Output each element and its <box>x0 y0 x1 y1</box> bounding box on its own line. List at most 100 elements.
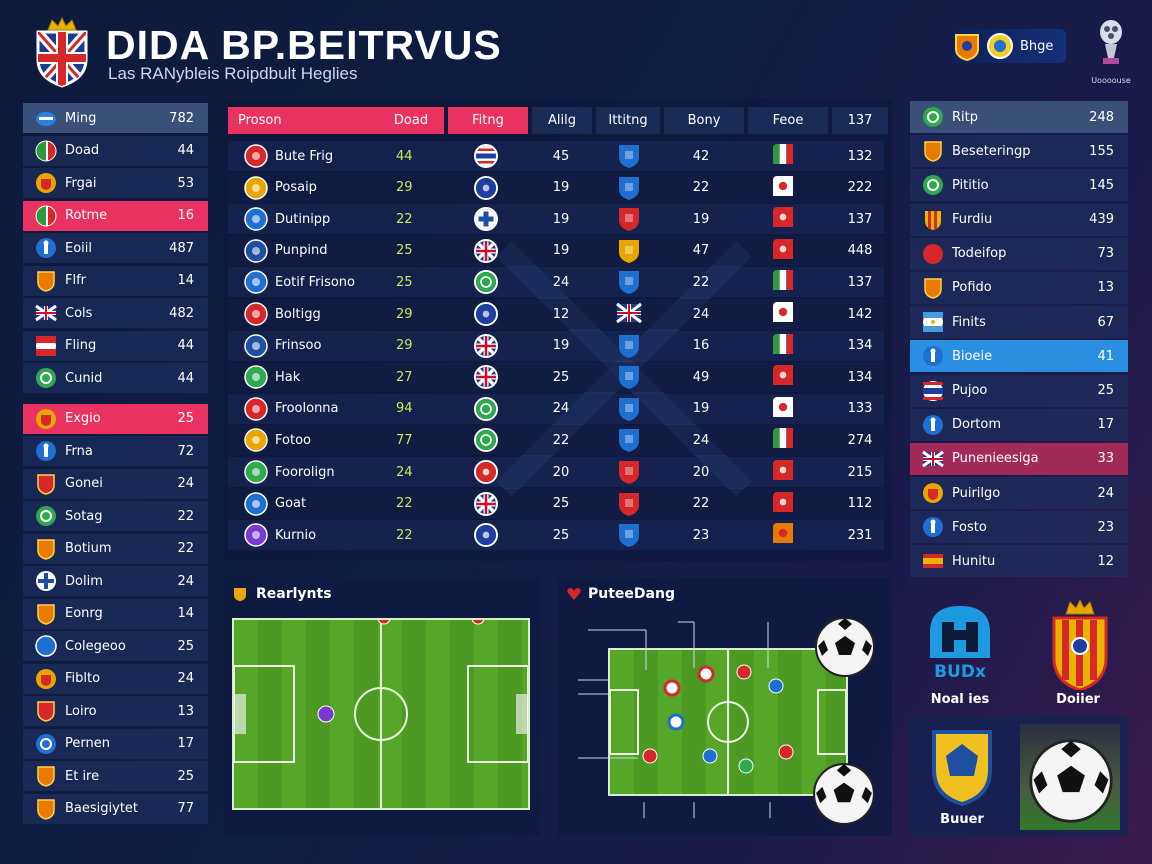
table-row[interactable]: Eotif Frisono 25 24 22 137 <box>228 267 884 298</box>
team-card-3[interactable]: Buuer <box>910 716 1128 836</box>
shield-icon <box>924 141 942 162</box>
table-row[interactable]: Foorolign 24 20 20 215 <box>228 457 884 487</box>
team-row[interactable]: Ming 782 <box>23 103 208 133</box>
team-value: 12 <box>1097 553 1114 569</box>
team-row[interactable]: Et ire 25 <box>23 761 208 791</box>
team-row[interactable]: Loiro 13 <box>23 696 208 726</box>
team-row[interactable]: Fosto 23 <box>910 511 1128 544</box>
team-row[interactable]: Exgio 25 <box>23 403 208 434</box>
team-row[interactable]: Fiblto 24 <box>23 663 208 694</box>
team-row[interactable]: Pernen 17 <box>23 728 208 759</box>
team-row[interactable]: Furdiu 439 <box>910 203 1128 236</box>
table-row[interactable]: Goat 22 25 22 112 <box>228 488 884 519</box>
column-header[interactable]: Bony <box>664 107 744 134</box>
team-row[interactable]: Puirilgo 24 <box>910 477 1128 510</box>
column-header[interactable]: Ittitng <box>596 107 660 134</box>
column-header[interactable]: Proson <box>228 107 444 134</box>
table-row[interactable]: Frinsoo 29 19 16 134 <box>228 330 884 361</box>
column-header[interactable]: Fitng <box>448 107 528 134</box>
team-row[interactable]: Colegeoo 25 <box>23 631 208 661</box>
team-row[interactable]: Frgai 53 <box>23 168 208 198</box>
table-row[interactable]: Hak 27 25 49 134 <box>228 362 884 393</box>
team-row[interactable]: Frna 72 <box>23 436 208 466</box>
table-row[interactable]: Froolonna 94 24 19 133 <box>228 393 884 424</box>
table-row[interactable]: Bute Frig 44 45 42 132 <box>228 141 884 171</box>
crest-icon <box>923 243 943 264</box>
team-value: 17 <box>177 736 194 751</box>
pitch-left[interactable] <box>232 618 530 810</box>
nation-flag-icon <box>472 141 500 171</box>
table-row[interactable]: Dutinipp 22 19 19 137 <box>228 204 884 235</box>
team-name: Finits <box>952 314 986 330</box>
italy-flag-icon <box>35 140 57 161</box>
team-row[interactable]: Dortom 17 <box>910 408 1128 441</box>
brand-badge[interactable]: Bhge <box>948 29 1066 63</box>
club-shield-icon <box>614 362 644 392</box>
team-row[interactable]: Botium 22 <box>23 533 208 564</box>
team-row[interactable]: Todeifop 73 <box>910 237 1128 270</box>
team-stat-c: 49 <box>692 369 710 385</box>
team-row[interactable]: Hunitu 12 <box>910 545 1128 578</box>
team-card-1[interactable]: BUDx Noal ies <box>910 600 1010 710</box>
nation-flag-icon <box>472 173 500 203</box>
team-row[interactable]: Pujoo 25 <box>910 374 1128 407</box>
team-name: Boltigg <box>275 306 321 322</box>
team-row[interactable]: Doad 44 <box>23 135 208 166</box>
team-row[interactable]: Flfr 14 <box>23 265 208 296</box>
leaf-icon <box>36 506 56 526</box>
column-header[interactable]: Doad <box>393 113 429 128</box>
pitch-right[interactable] <box>608 648 848 796</box>
team-value: 24 <box>177 476 194 491</box>
team-row[interactable]: Sotag 22 <box>23 501 208 531</box>
team-row[interactable]: Eoiil 487 <box>23 233 208 263</box>
team-name: Cunid <box>65 370 103 386</box>
player-icon <box>36 441 56 461</box>
team-stat-b: 19 <box>552 338 570 354</box>
table-row[interactable]: Boltigg 29 12 24 142 <box>228 299 884 329</box>
nation-flag-icon <box>472 299 500 329</box>
team-stat-d: 137 <box>847 211 873 227</box>
table-row[interactable]: Fotoo 77 22 24 274 <box>228 425 884 456</box>
team-row[interactable]: Dolim 24 <box>23 566 208 596</box>
team-row[interactable]: Bioeie 41 <box>910 340 1128 373</box>
team-row[interactable]: Beseteringp 155 <box>910 135 1128 168</box>
team-row[interactable]: Fling 44 <box>23 330 208 361</box>
team-value: 24 <box>177 573 194 589</box>
team-name: Bute Frig <box>275 148 334 164</box>
team-name: Flfr <box>65 273 87 288</box>
standings-table: Proson Doad Fitng Alilg Ittitng Bony Feoe 137 B… <box>224 99 892 561</box>
team-row[interactable]: Cols 482 <box>23 298 208 328</box>
team-card-2[interactable]: Doiier <box>1028 600 1128 710</box>
club-shield-icon <box>614 520 644 550</box>
table-row[interactable]: Posaip 29 19 22 222 <box>228 172 884 203</box>
team-value: 439 <box>1089 212 1114 228</box>
team-row[interactable]: Gonei 24 <box>23 468 208 499</box>
spain-crest-icon <box>1052 600 1108 690</box>
column-header[interactable]: 137 <box>832 107 888 134</box>
team-row[interactable]: Rotme 16 <box>23 200 208 231</box>
wreath-icon <box>923 107 943 127</box>
team-row[interactable]: Cunid 44 <box>23 363 208 393</box>
team-value: 73 <box>1097 246 1114 262</box>
team-name: Bioeie <box>952 348 993 364</box>
column-header[interactable]: Feoe <box>748 107 828 134</box>
team-row[interactable]: Pititio 145 <box>910 169 1128 202</box>
team-name: Fling <box>65 338 97 353</box>
team-row[interactable]: Baesigiytet 77 <box>23 793 208 824</box>
team-name: Dortom <box>952 417 1002 433</box>
team-badge-icon <box>244 299 272 329</box>
column-header[interactable]: Alilg <box>532 107 592 134</box>
team-row[interactable]: Finits 67 <box>910 306 1128 339</box>
team-row[interactable]: Punenieesiga 33 <box>910 442 1128 475</box>
team-stat-c: 24 <box>692 306 710 322</box>
table-row[interactable]: Punpind 25 19 47 448 <box>228 235 884 266</box>
nation-flag-icon <box>472 236 500 266</box>
union-jack-icon <box>35 304 57 322</box>
team-row[interactable]: Pofido 13 <box>910 271 1128 304</box>
team-row[interactable]: Eonrg 14 <box>23 598 208 629</box>
shield-icon <box>37 538 55 560</box>
team-row[interactable]: Ritp 248 <box>910 101 1128 133</box>
team-name: Dutinipp <box>275 211 331 227</box>
table-row[interactable]: Kurnio 22 25 23 231 <box>228 520 884 551</box>
ball-photo <box>1020 724 1120 830</box>
